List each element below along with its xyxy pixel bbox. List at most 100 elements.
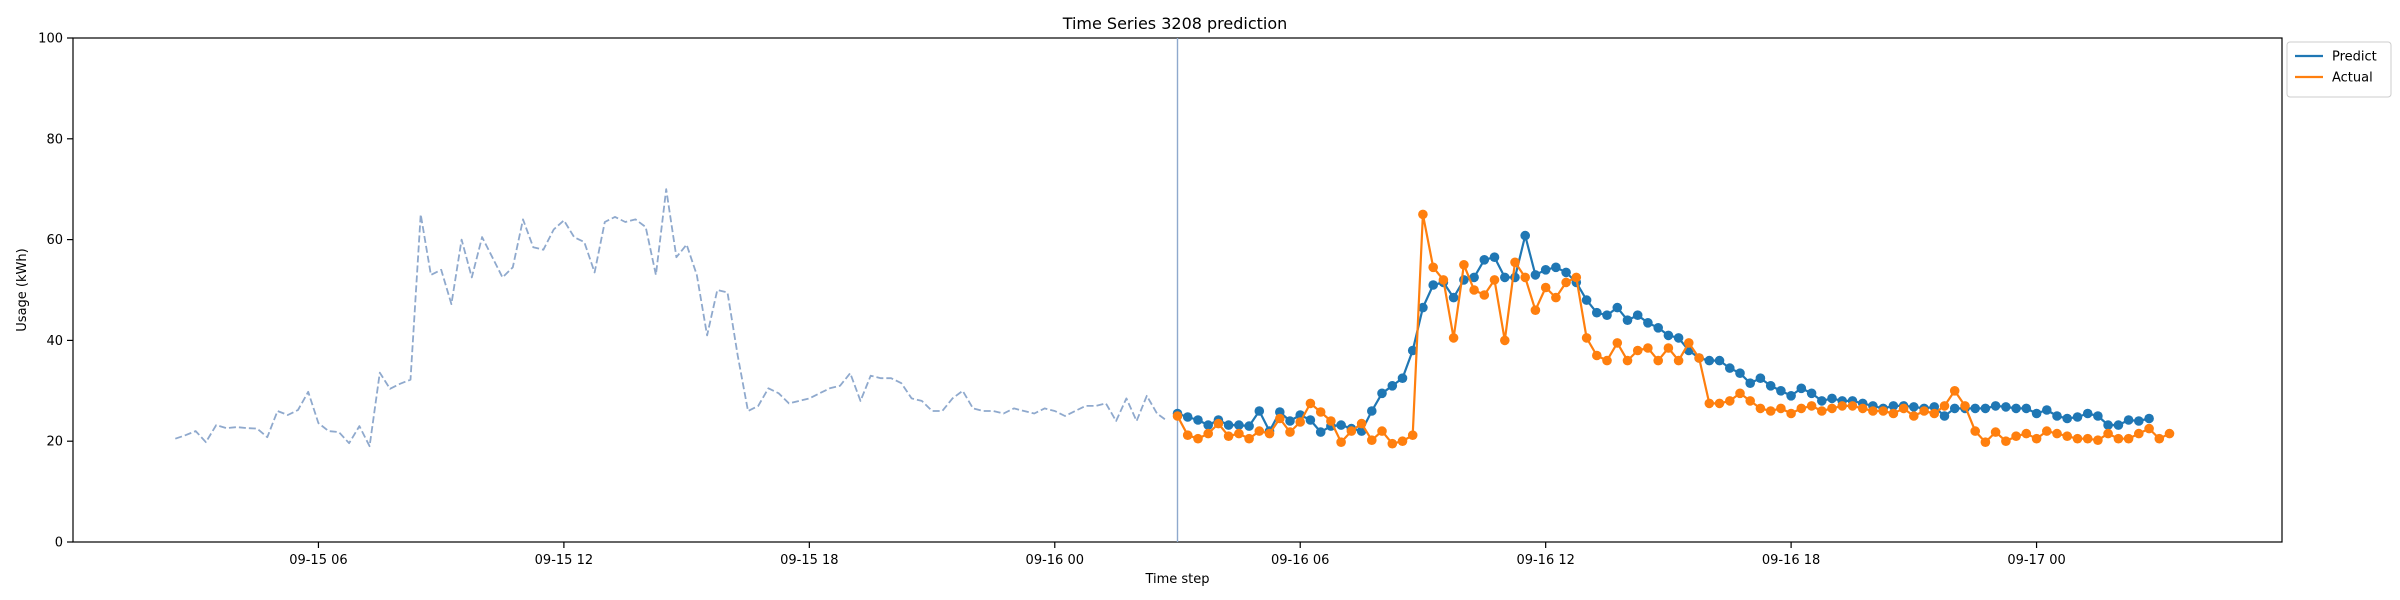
data-point-actual	[1735, 388, 1745, 399]
data-point-actual	[1765, 406, 1776, 416]
data-point-actual	[1776, 403, 1786, 414]
data-point-predict	[1622, 315, 1633, 326]
data-point-predict	[1796, 383, 1807, 394]
data-point-actual	[1837, 401, 1847, 411]
data-point-actual	[1407, 430, 1418, 441]
data-point-predict	[1367, 406, 1377, 416]
data-point-actual	[1500, 335, 1510, 346]
data-point-actual	[1275, 413, 1285, 424]
data-point-actual	[1561, 277, 1571, 288]
x-tick-label: 09-16 18	[1762, 553, 1820, 568]
data-point-predict	[1530, 270, 1541, 280]
data-point-actual	[1663, 343, 1674, 353]
data-point-actual	[1643, 343, 1653, 353]
series-predict	[1172, 230, 2154, 437]
data-point-predict	[1714, 355, 1725, 366]
data-point-actual	[1632, 345, 1643, 356]
data-point-actual	[1868, 406, 1878, 416]
data-point-actual	[1234, 428, 1244, 439]
legend: Predict Actual	[2286, 41, 2392, 98]
x-axis: 09-15 06 09-15 12 09-15 18 09-16 00 09-16 06…	[289, 542, 2066, 568]
data-point-actual	[1193, 433, 1203, 444]
data-point-actual	[1714, 398, 1725, 409]
data-point-predict	[1643, 318, 1653, 328]
data-point-actual	[1336, 437, 1346, 448]
data-point-predict	[2052, 411, 2062, 421]
y-tick-label: 100	[38, 32, 63, 47]
data-point-actual	[2031, 433, 2042, 444]
data-point-predict	[2144, 413, 2154, 424]
data-point-predict	[1336, 420, 1346, 430]
data-point-actual	[1540, 282, 1551, 293]
data-point-predict	[2021, 403, 2032, 414]
data-point-predict	[1592, 307, 1602, 318]
data-point-predict	[1581, 295, 1592, 305]
data-point-predict	[1755, 373, 1766, 384]
x-tick-label: 09-16 00	[1026, 553, 1084, 568]
data-point-actual	[1796, 403, 1807, 414]
data-point-actual	[1244, 433, 1254, 444]
data-point-actual	[1182, 430, 1193, 441]
data-point-actual	[1888, 408, 1899, 419]
data-point-actual	[1448, 333, 1459, 343]
data-point-predict	[2001, 402, 2011, 412]
data-point-actual	[1673, 355, 1684, 366]
data-point-actual	[2123, 433, 2134, 444]
data-point-actual	[1622, 355, 1633, 366]
data-point-predict	[1653, 323, 1663, 333]
data-point-predict	[1234, 420, 1244, 430]
data-point-actual	[1929, 408, 1940, 419]
data-point-predict	[2134, 416, 2144, 426]
y-tick-label: 20	[46, 435, 63, 450]
data-point-actual	[1745, 396, 1755, 406]
data-point-actual	[1919, 406, 1929, 416]
y-tick-label: 80	[46, 132, 63, 147]
data-point-actual	[1960, 401, 1970, 411]
data-point-actual	[1878, 406, 1888, 416]
data-point-actual	[1602, 355, 1612, 366]
data-point-predict	[1305, 415, 1316, 425]
data-point-actual	[1418, 209, 1428, 220]
data-point-actual	[1980, 437, 1991, 448]
data-point-predict	[1387, 381, 1398, 391]
data-point-actual	[2072, 433, 2083, 444]
data-point-actual	[1612, 338, 1623, 348]
data-point-actual	[1551, 292, 1561, 303]
data-point-actual	[1571, 272, 1582, 283]
data-point-predict	[1315, 427, 1326, 437]
data-point-predict	[1909, 402, 1919, 412]
data-point-predict	[1428, 280, 1438, 290]
data-point-actual	[2093, 435, 2103, 446]
data-point-predict	[1990, 401, 2001, 411]
data-point-predict	[1673, 333, 1684, 343]
y-tick-label: 40	[46, 334, 63, 349]
data-point-predict	[1397, 373, 1408, 384]
data-point-actual	[1326, 416, 1336, 426]
data-point-actual	[1264, 428, 1275, 439]
data-point-actual	[1489, 275, 1500, 285]
data-point-actual	[1356, 418, 1367, 429]
data-point-actual	[1254, 426, 1265, 436]
data-point-actual	[1510, 257, 1520, 268]
data-point-actual	[2001, 436, 2011, 447]
data-point-predict	[1223, 420, 1234, 430]
data-point-actual	[1847, 401, 1858, 411]
data-point-actual	[1806, 401, 1817, 411]
legend-label: Predict	[2332, 50, 2377, 65]
x-tick-label: 09-16 12	[1516, 553, 1574, 568]
data-point-actual	[1725, 396, 1735, 406]
data-point-actual	[1346, 426, 1357, 436]
data-point-predict	[1806, 388, 1817, 399]
data-point-predict	[1949, 403, 1960, 414]
y-axis-label: Usage (kWh)	[15, 248, 30, 331]
data-point-actual	[1755, 403, 1766, 414]
data-point-actual	[1817, 406, 1827, 416]
x-tick-label: 09-15 12	[535, 553, 593, 568]
data-point-predict	[2103, 420, 2113, 430]
data-point-actual	[1223, 431, 1234, 442]
data-point-actual	[1939, 401, 1950, 411]
x-axis-label: Time step	[1144, 572, 1209, 587]
data-point-actual	[2052, 428, 2062, 439]
